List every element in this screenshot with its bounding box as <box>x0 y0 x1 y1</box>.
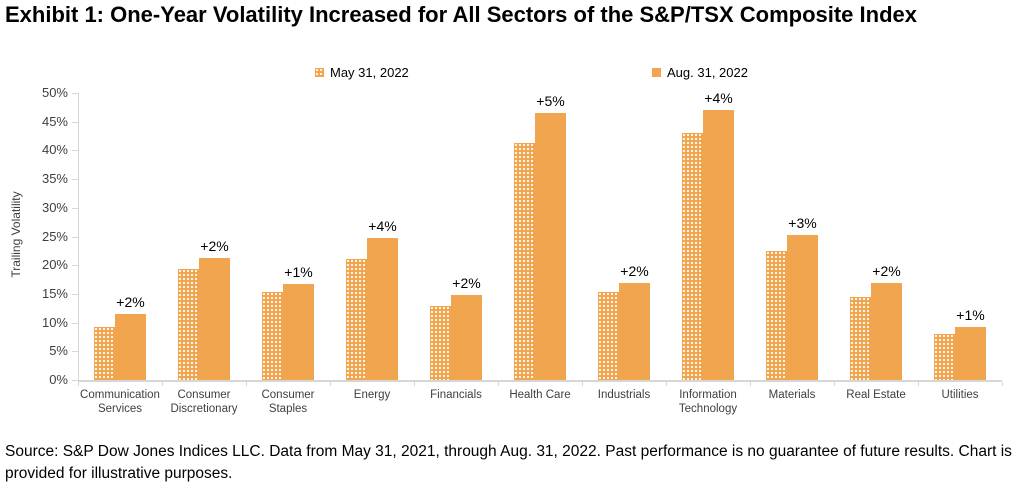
x-tick-mark <box>246 382 247 386</box>
bar-change-label: +2% <box>620 262 649 279</box>
y-tick-label: 50% <box>41 85 68 100</box>
category-label: Industrials <box>597 389 651 401</box>
bar-aug-4 <box>367 237 398 380</box>
y-axis-title: Trailing Volatility <box>9 191 23 278</box>
bar-change-label: +1% <box>284 263 313 280</box>
y-tick-label: 0% <box>49 372 68 387</box>
legend-label-may: May 31, 2022 <box>330 64 409 80</box>
y-tick-mark <box>72 121 78 123</box>
legend-swatch-may-icon <box>315 67 324 77</box>
x-tick-mark <box>162 382 163 386</box>
x-tick-mark <box>498 382 499 386</box>
y-tick-label: 30% <box>41 199 68 215</box>
y-tick-mark <box>72 93 78 94</box>
bar-may-2 <box>178 269 199 380</box>
legend-item-may: May 31, 2022 <box>315 64 409 80</box>
category-label: Utilities <box>941 389 979 401</box>
y-tick-mark <box>72 207 78 209</box>
legend-swatch-aug-icon <box>652 67 661 77</box>
y-tick-mark <box>72 179 78 181</box>
bar-aug-1 <box>115 313 146 380</box>
x-tick-mark <box>414 382 415 386</box>
legend-item-aug: Aug. 31, 2022 <box>652 64 748 80</box>
bar-aug-7 <box>619 282 650 380</box>
category-label: Consumer Staples <box>261 389 315 415</box>
y-tick-mark <box>72 150 78 152</box>
y-tick-mark <box>72 265 78 267</box>
bar-may-8 <box>682 132 703 380</box>
y-tick-label: 20% <box>41 257 68 273</box>
bar-aug-6 <box>535 112 566 380</box>
x-tick-mark <box>750 382 751 386</box>
bar-change-label: +5% <box>536 92 565 109</box>
bar-may-11 <box>934 333 955 380</box>
category-label: Energy <box>353 389 391 401</box>
x-tick-mark <box>834 382 835 386</box>
bar-change-label: +2% <box>872 262 901 279</box>
y-tick-mark <box>72 380 78 381</box>
bar-may-5 <box>430 305 451 380</box>
bar-may-7 <box>598 292 619 380</box>
bar-may-1 <box>94 327 115 380</box>
bar-aug-5 <box>451 295 482 380</box>
y-tick-label: 45% <box>41 113 68 129</box>
bar-aug-11 <box>955 326 986 380</box>
y-tick-label: 15% <box>41 285 68 301</box>
bar-may-4 <box>346 259 367 380</box>
bar-may-6 <box>514 142 535 380</box>
x-tick-mark <box>1002 382 1003 386</box>
x-axis-line <box>78 380 1002 382</box>
x-tick-mark <box>666 382 667 386</box>
category-label: Information Technology <box>678 389 738 415</box>
bar-may-3 <box>262 291 283 380</box>
bar-aug-10 <box>871 282 902 380</box>
legend-label-aug: Aug. 31, 2022 <box>667 64 748 80</box>
y-tick-label: 40% <box>41 142 68 158</box>
category-label: Consumer Discretionary <box>170 389 238 415</box>
bar-aug-9 <box>787 235 818 380</box>
bar-aug-3 <box>283 283 314 380</box>
bar-change-label: +1% <box>956 306 985 323</box>
bar-change-label: +2% <box>200 237 229 254</box>
y-tick-mark <box>72 322 78 324</box>
x-tick-mark <box>918 382 919 386</box>
bar-may-9 <box>766 250 787 380</box>
y-tick-label: 35% <box>41 171 68 187</box>
category-label: Communication Services <box>80 389 160 415</box>
category-label: Real Estate <box>846 389 906 401</box>
y-tick-label: 25% <box>41 228 68 244</box>
y-tick-label: 5% <box>49 343 68 359</box>
bar-change-label: +4% <box>368 217 397 234</box>
y-tick-mark <box>72 236 78 238</box>
category-label: Materials <box>768 389 816 401</box>
x-tick-mark <box>78 382 79 386</box>
y-tick-mark <box>72 351 78 353</box>
bar-change-label: +2% <box>452 275 481 292</box>
y-tick-label: 10% <box>41 314 68 330</box>
y-axis-line <box>78 93 79 381</box>
bar-may-10 <box>850 297 871 380</box>
x-tick-mark <box>582 382 583 386</box>
bar-change-label: +4% <box>704 89 733 106</box>
category-label: Financials <box>430 389 482 401</box>
source-note: Source: S&P Dow Jones Indices LLC. Data … <box>5 443 1012 482</box>
exhibit-title: Exhibit 1: One-Year Volatility Increased… <box>5 2 917 27</box>
bar-change-label: +3% <box>788 215 817 232</box>
bar-change-label: +2% <box>116 293 145 310</box>
bar-aug-2 <box>199 257 230 380</box>
x-tick-mark <box>330 382 331 386</box>
category-label: Health Care <box>509 389 571 401</box>
y-tick-mark <box>72 293 78 295</box>
bar-aug-8 <box>703 109 734 380</box>
